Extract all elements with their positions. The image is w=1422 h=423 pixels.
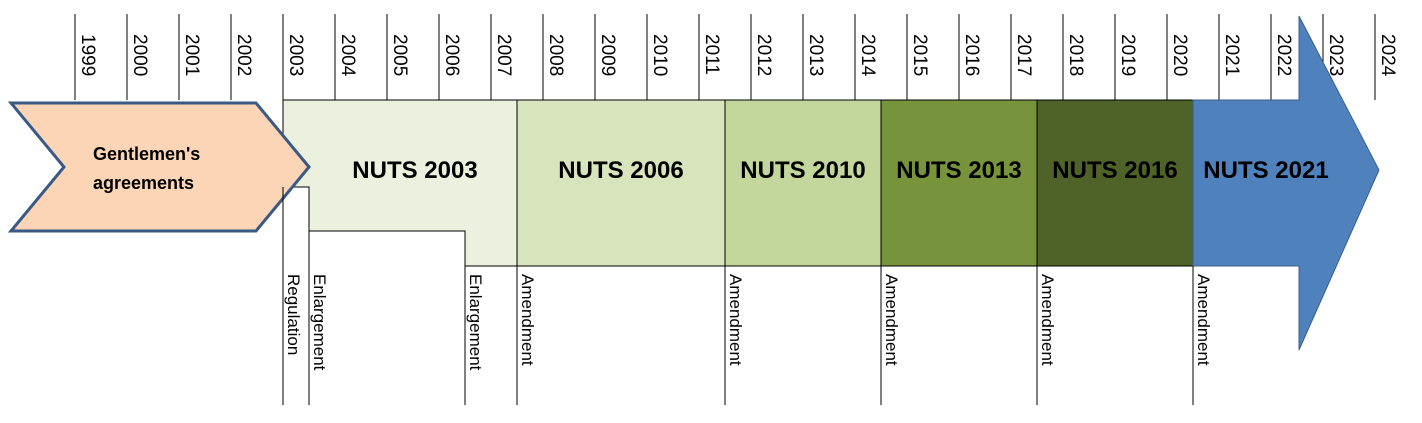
period-arrow-nuts-2021 <box>1192 15 1380 351</box>
event-label-amendment-7: Amendment <box>1194 274 1213 366</box>
event-label-regulation-0: Regulation <box>284 274 303 355</box>
period-box-nuts-2010 <box>724 99 882 267</box>
event-label-amendment-5: Amendment <box>882 274 901 366</box>
year-label-2021: 2021 <box>1221 34 1242 76</box>
year-label-2017: 2017 <box>1013 34 1034 76</box>
year-label-2001: 2001 <box>181 34 202 76</box>
period-layer: NUTS 2003 NUTS 2006 NUTS 2010 NUTS 2013 NUTS… <box>282 15 1380 351</box>
event-label-amendment-6: Amendment <box>1038 274 1057 366</box>
event-label-enlargement-1: Enlargement <box>310 274 329 371</box>
start-arrow-layer: Gentlemen's agreements <box>7 101 311 233</box>
year-label-2015: 2015 <box>909 34 930 76</box>
gentlemens-agreements-label-line2: agreements <box>93 173 194 193</box>
year-label-2013: 2013 <box>805 34 826 76</box>
year-label-2000: 2000 <box>129 34 150 76</box>
year-label-2020: 2020 <box>1169 34 1190 76</box>
period-label-nuts-2003: NUTS 2003 <box>352 157 477 184</box>
period-label-nuts-2021: NUTS 2021 <box>1203 157 1328 184</box>
year-grid: 1999 2000 2001 2002 2003 2004 2005 2006 2007 2008… <box>74 14 1398 100</box>
period-box-nuts-2006 <box>516 99 726 267</box>
event-label-enlargement-2: Enlargement <box>466 274 485 371</box>
year-label-2024: 2024 <box>1377 34 1398 77</box>
year-label-2009: 2009 <box>597 34 618 76</box>
year-label-2022: 2022 <box>1273 34 1294 76</box>
period-box-nuts-2013 <box>880 99 1038 267</box>
period-label-nuts-2006: NUTS 2006 <box>558 157 683 184</box>
period-label-nuts-2013: NUTS 2013 <box>896 157 1021 184</box>
year-label-2016: 2016 <box>961 34 982 76</box>
year-label-2003: 2003 <box>285 34 306 76</box>
year-label-1999: 1999 <box>77 34 98 76</box>
year-label-2004: 2004 <box>337 34 358 77</box>
period-label-nuts-2016: NUTS 2016 <box>1052 157 1177 184</box>
year-label-2014: 2014 <box>857 34 878 77</box>
year-label-2012: 2012 <box>753 34 774 76</box>
year-label-2006: 2006 <box>441 34 462 76</box>
period-box-nuts-2016 <box>1036 99 1194 267</box>
year-label-2018: 2018 <box>1065 34 1086 76</box>
year-label-2011: 2011 <box>701 34 722 75</box>
year-label-2007: 2007 <box>493 34 514 76</box>
event-label-amendment-4: Amendment <box>726 274 745 366</box>
year-label-2005: 2005 <box>389 34 410 76</box>
gentlemens-agreements-arrow <box>7 101 311 233</box>
period-label-nuts-2010: NUTS 2010 <box>740 157 865 184</box>
year-label-2019: 2019 <box>1117 34 1138 76</box>
year-label-2002: 2002 <box>233 34 254 76</box>
event-layer: Regulation Enlargement Enlargement Amendmen… <box>282 187 1213 405</box>
year-label-2023: 2023 <box>1325 34 1346 76</box>
gentlemens-agreements-label-line1: Gentlemen's <box>93 144 200 164</box>
year-label-2008: 2008 <box>545 34 566 76</box>
year-label-2010: 2010 <box>649 34 670 76</box>
event-label-amendment-3: Amendment <box>518 274 537 366</box>
